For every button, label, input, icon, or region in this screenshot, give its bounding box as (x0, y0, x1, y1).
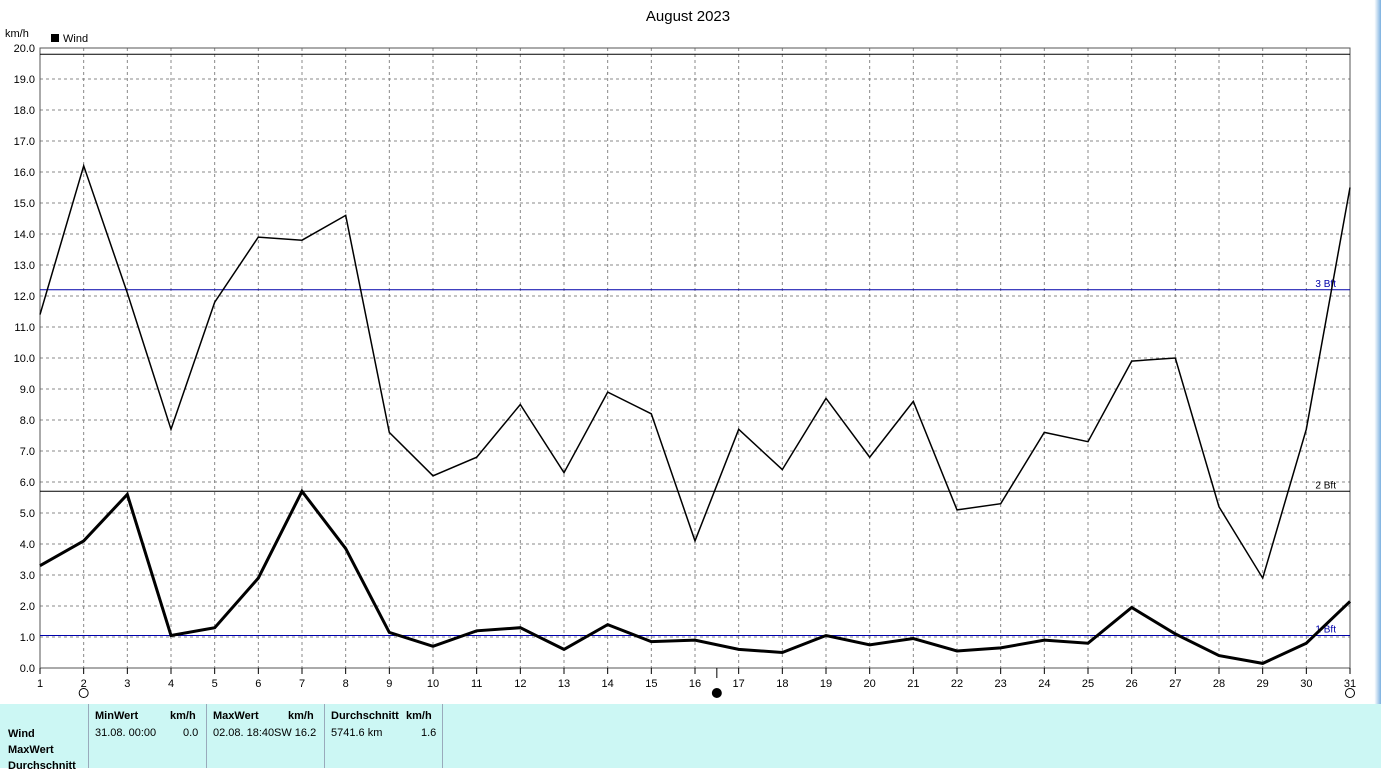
min-header: MinWert (95, 710, 139, 722)
stats-max-section: MaxWert km/h 02.08. 18:40 SW 16.2 (206, 704, 324, 768)
max-date: 02.08. 18:40 (213, 727, 275, 739)
stats-avg-section: Durchschnitt km/h 5741.6 km 1.6 (324, 704, 443, 768)
y-tick-label: 14.0 (14, 229, 35, 241)
y-tick-label: 0.0 (20, 663, 35, 675)
x-tick-label: 24 (1038, 678, 1050, 690)
x-tick-label: 2 (81, 678, 87, 690)
x-tick-label: 4 (168, 678, 174, 690)
x-tick-label: 20 (864, 678, 876, 690)
y-tick-label: 15.0 (14, 198, 35, 210)
y-tick-label: 10.0 (14, 353, 35, 365)
x-tick-label: 10 (427, 678, 439, 690)
stats-min-section: MinWert km/h 31.08. 00:00 0.0 (88, 704, 206, 768)
x-tick-label: 11 (471, 678, 482, 690)
x-tick-label: 14 (602, 678, 614, 690)
x-tick-label: 17 (733, 678, 745, 690)
x-tick-label: 5 (212, 678, 218, 690)
x-tick-label: 22 (951, 678, 963, 690)
min-value: 0.0 (183, 727, 199, 739)
x-tick-label: 7 (299, 678, 305, 690)
full-moon-icon (1345, 688, 1355, 698)
y-tick-label: 3.0 (20, 570, 35, 582)
y-tick-label: 17.0 (14, 136, 35, 148)
x-tick-label: 1 (37, 678, 43, 690)
x-tick-label: 12 (514, 678, 526, 690)
x-tick-label: 6 (255, 678, 261, 690)
y-tick-label: 6.0 (20, 477, 35, 489)
x-tick-label: 31 (1344, 678, 1356, 690)
y-tick-label: 19.0 (14, 74, 35, 86)
y-tick-label: 11.0 (14, 322, 35, 334)
x-tick-label: 30 (1300, 678, 1312, 690)
x-tick-label: 29 (1257, 678, 1269, 690)
y-tick-label: 13.0 (14, 260, 35, 272)
x-tick-label: 23 (995, 678, 1007, 690)
min-unit: km/h (170, 710, 196, 722)
x-tick-label: 16 (689, 678, 701, 690)
y-tick-label: 8.0 (20, 415, 35, 427)
y-tick-label: 9.0 (20, 384, 35, 396)
y-tick-label: 18.0 (14, 105, 35, 117)
series-line-max (39, 163, 1351, 580)
series-line-avg (39, 488, 1352, 665)
legend-label-wind: Wind (63, 33, 88, 45)
y-tick-label: 2.0 (20, 601, 35, 613)
x-tick-label: 26 (1126, 678, 1138, 690)
y-tick-label: 1.0 (20, 632, 35, 644)
x-tick-label: 27 (1169, 678, 1181, 690)
avg-value: 1.6 (421, 727, 437, 739)
x-tick-label: 18 (776, 678, 788, 690)
x-tick-label: 3 (124, 678, 130, 690)
max-value: SW 16.2 (274, 727, 317, 739)
row-label-max: MaxWert (8, 744, 54, 756)
avg-distance: 5741.6 km (331, 727, 383, 739)
x-tick-label: 15 (645, 678, 657, 690)
y-axis-label: km/h (5, 28, 29, 40)
x-tick-label: 28 (1213, 678, 1225, 690)
reference-label: 1 Bft (1315, 624, 1336, 635)
y-tick-label: 7.0 (20, 446, 35, 458)
y-tick-label: 4.0 (20, 539, 35, 551)
max-unit: km/h (288, 710, 314, 722)
legend-swatch-wind (51, 34, 59, 42)
y-tick-label: 16.0 (14, 167, 35, 179)
y-tick-label: 5.0 (20, 508, 35, 520)
full-moon-icon (78, 688, 89, 698)
min-date: 31.08. 00:00 (95, 727, 157, 739)
reference-label: 2 Bft (1315, 480, 1336, 491)
avg-unit: km/h (406, 710, 432, 722)
x-tick-label: 9 (386, 678, 392, 690)
y-tick-label: 20.0 (14, 43, 35, 55)
new-moon-icon (711, 688, 722, 698)
y-tick-label: 12.0 (14, 291, 35, 303)
avg-header: Durchschnitt (331, 710, 399, 722)
x-tick-label: 21 (907, 678, 919, 690)
row-label-avg: Durchschnitt (8, 760, 76, 772)
window-edge (1370, 0, 1381, 704)
row-label-wind: Wind (8, 728, 35, 740)
stats-row-labels: Wind MaxWert Durchschnitt (8, 726, 76, 774)
reference-label: 3 Bft (1315, 279, 1336, 290)
x-tick-label: 25 (1082, 678, 1094, 690)
max-header: MaxWert (213, 710, 259, 722)
x-tick-label: 19 (820, 678, 832, 690)
chart-title: August 2023 (646, 8, 730, 25)
stats-panel: Wind MaxWert Durchschnitt MinWert km/h 3… (0, 704, 1381, 772)
wind-chart: August 2023 km/h Wind 0.0 1.0 2.0 3.0 4.0 5.0 6.0… (5, 8, 1356, 698)
x-tick-label: 8 (343, 678, 349, 690)
x-tick-label: 13 (558, 678, 570, 690)
